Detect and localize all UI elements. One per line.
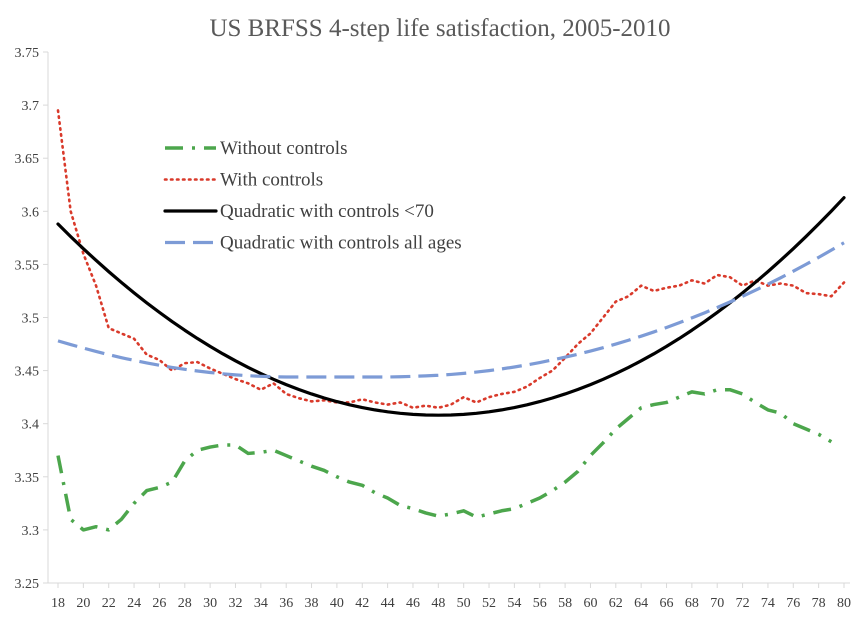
x-tick-label: 40 — [330, 596, 344, 611]
legend-label-without-controls: Without controls — [220, 138, 347, 159]
x-tick-label: 18 — [51, 596, 65, 611]
x-tick-label: 22 — [102, 596, 116, 611]
x-tick-label: 68 — [685, 596, 699, 611]
legend-label-with-controls: With controls — [220, 170, 323, 191]
x-tick-label: 58 — [558, 596, 572, 611]
x-tick-label: 74 — [761, 596, 775, 611]
y-tick-label: 3.55 — [15, 258, 40, 273]
y-tick-label: 3.4 — [22, 418, 40, 433]
y-tick-label: 3.6 — [22, 205, 40, 220]
x-tick-label: 50 — [457, 596, 471, 611]
x-tick-label: 56 — [533, 596, 547, 611]
x-tick-label: 38 — [305, 596, 319, 611]
x-tick-label: 64 — [634, 596, 648, 611]
x-tick-label: 30 — [203, 596, 217, 611]
x-tick-label: 76 — [786, 596, 800, 611]
y-tick-label: 3.25 — [15, 577, 40, 592]
legend-label-quadratic-with-controls-all-ages: Quadratic with controls all ages — [220, 233, 462, 254]
x-tick-label: 20 — [76, 596, 90, 611]
y-tick-label: 3.75 — [15, 46, 40, 61]
series-line-quadratic-with-controls-70 — [56, 196, 846, 417]
x-axis: 18 20 22 24 26 28 30 32 34 36 38 40 42 44 46 48 50 52 54 56… — [48, 582, 851, 611]
series-line-quadratic-with-controls-all-ages — [57, 241, 845, 379]
x-tick-label: 24 — [127, 596, 141, 611]
y-tick-label: 3.65 — [15, 152, 40, 167]
x-tick-label: 54 — [507, 596, 521, 611]
y-axis: 3.25 3.3 3.35 3.4 3.45 3.5 3.55 3.6 3.65 3.7 3.75 — [15, 46, 49, 592]
series-line-with-controls — [56, 109, 846, 410]
y-tick-label: 3.35 — [15, 471, 40, 486]
x-tick-label: 70 — [710, 596, 724, 611]
x-tick-label: 32 — [228, 596, 242, 611]
x-tick-label: 66 — [660, 596, 674, 611]
y-tick-label: 3.3 — [22, 524, 40, 539]
x-tick-label: 72 — [736, 596, 750, 611]
x-tick-label: 60 — [583, 596, 597, 611]
legend: Without controls With controls Quadratic w… — [163, 138, 462, 254]
x-tick-label: 48 — [431, 596, 445, 611]
x-tick-label: 34 — [254, 596, 268, 611]
x-tick-label: 26 — [152, 596, 166, 611]
x-tick-label: 52 — [482, 596, 496, 611]
y-tick-label: 3.7 — [22, 99, 40, 114]
x-tick-label: 62 — [609, 596, 623, 611]
x-tick-label: 78 — [812, 596, 826, 611]
x-tick-label: 36 — [279, 596, 293, 611]
chart-title: US BRFSS 4-step life satisfaction, 2005-… — [209, 15, 670, 42]
x-tick-label: 42 — [355, 596, 369, 611]
y-tick-label: 3.45 — [15, 365, 40, 380]
x-tick-label: 44 — [381, 596, 395, 611]
series-line-without-controls — [56, 387, 833, 532]
legend-label-quadratic-with-controls-70: Quadratic with controls <70 — [220, 201, 434, 222]
x-tick-label: 28 — [178, 596, 192, 611]
plot-area — [56, 109, 846, 532]
y-tick-label: 3.5 — [22, 312, 40, 327]
x-tick-label: 46 — [406, 596, 420, 611]
x-tick-label: 80 — [837, 596, 851, 611]
